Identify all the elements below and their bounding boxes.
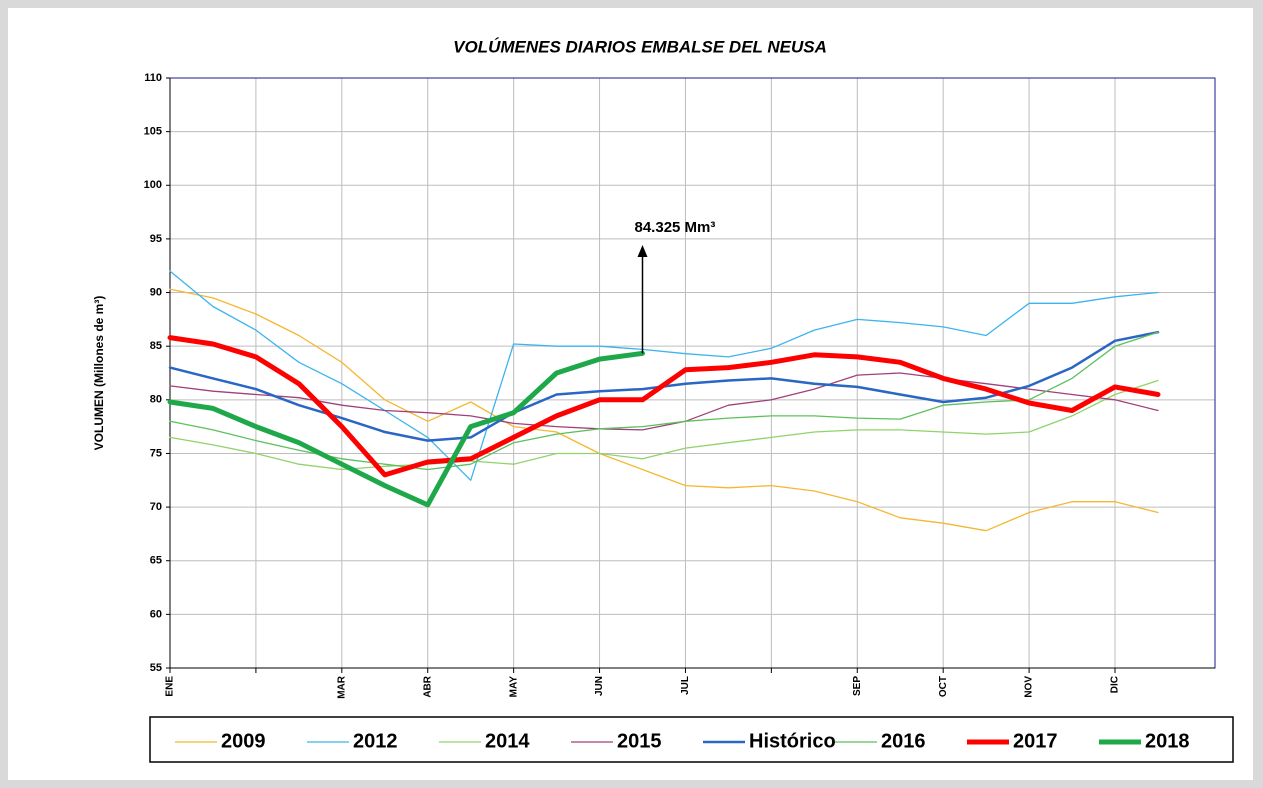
series-line [169, 331, 1159, 471]
legend-label: 2009 [221, 730, 266, 752]
y-tick-label: 95 [150, 233, 162, 245]
x-tick-label: JUL [680, 676, 691, 695]
y-tick-label: 80 [150, 394, 162, 406]
y-tick-label: 65 [150, 555, 162, 567]
x-tick-label: JUN [594, 676, 605, 696]
legend-box [149, 716, 1234, 763]
y-tick-label: 55 [150, 662, 162, 674]
y-tick-label: 90 [150, 286, 162, 298]
legend-label: 2015 [617, 730, 662, 752]
series-line [169, 288, 1159, 532]
y-tick-label: 110 [144, 72, 162, 84]
y-tick-label: 70 [150, 501, 162, 513]
legend-label: 2017 [1013, 730, 1058, 752]
y-tick-label: 85 [150, 340, 162, 352]
series-line [169, 270, 1159, 481]
y-tick-label: 75 [150, 447, 162, 459]
x-tick-label: ENE [165, 676, 176, 697]
series-line [167, 350, 645, 508]
series-line [169, 372, 1159, 431]
x-tick-label: DIC [1110, 676, 1121, 693]
legend-label: 2012 [353, 730, 398, 752]
x-tick-label: MAR [336, 675, 347, 699]
y-tick-label: 105 [144, 126, 162, 138]
chart-panel [8, 8, 1253, 780]
y-tick-label: 60 [150, 608, 162, 620]
legend-label: 2016 [881, 730, 926, 752]
y-tick-label: 100 [144, 179, 162, 191]
x-tick-label: ABR [422, 675, 433, 697]
chart-title: VOLÚMENES DIARIOS EMBALSE DEL NEUSA [453, 37, 827, 56]
legend-label: 2014 [485, 730, 530, 752]
legend-label: 2018 [1145, 730, 1190, 752]
series-line [169, 379, 1159, 471]
x-tick-label: OCT [938, 676, 949, 697]
y-axis-label: VOLUMEN (Millones de m³) [92, 296, 106, 451]
annotation-arrowhead [637, 245, 648, 257]
series-line [167, 335, 1161, 478]
legend-label: Histórico [749, 730, 836, 752]
x-tick-label: NOV [1024, 676, 1035, 698]
x-tick-label: MAY [508, 676, 519, 698]
x-tick-label: SEP [852, 676, 863, 696]
annotation: 84.325 Mm³ [635, 219, 716, 236]
